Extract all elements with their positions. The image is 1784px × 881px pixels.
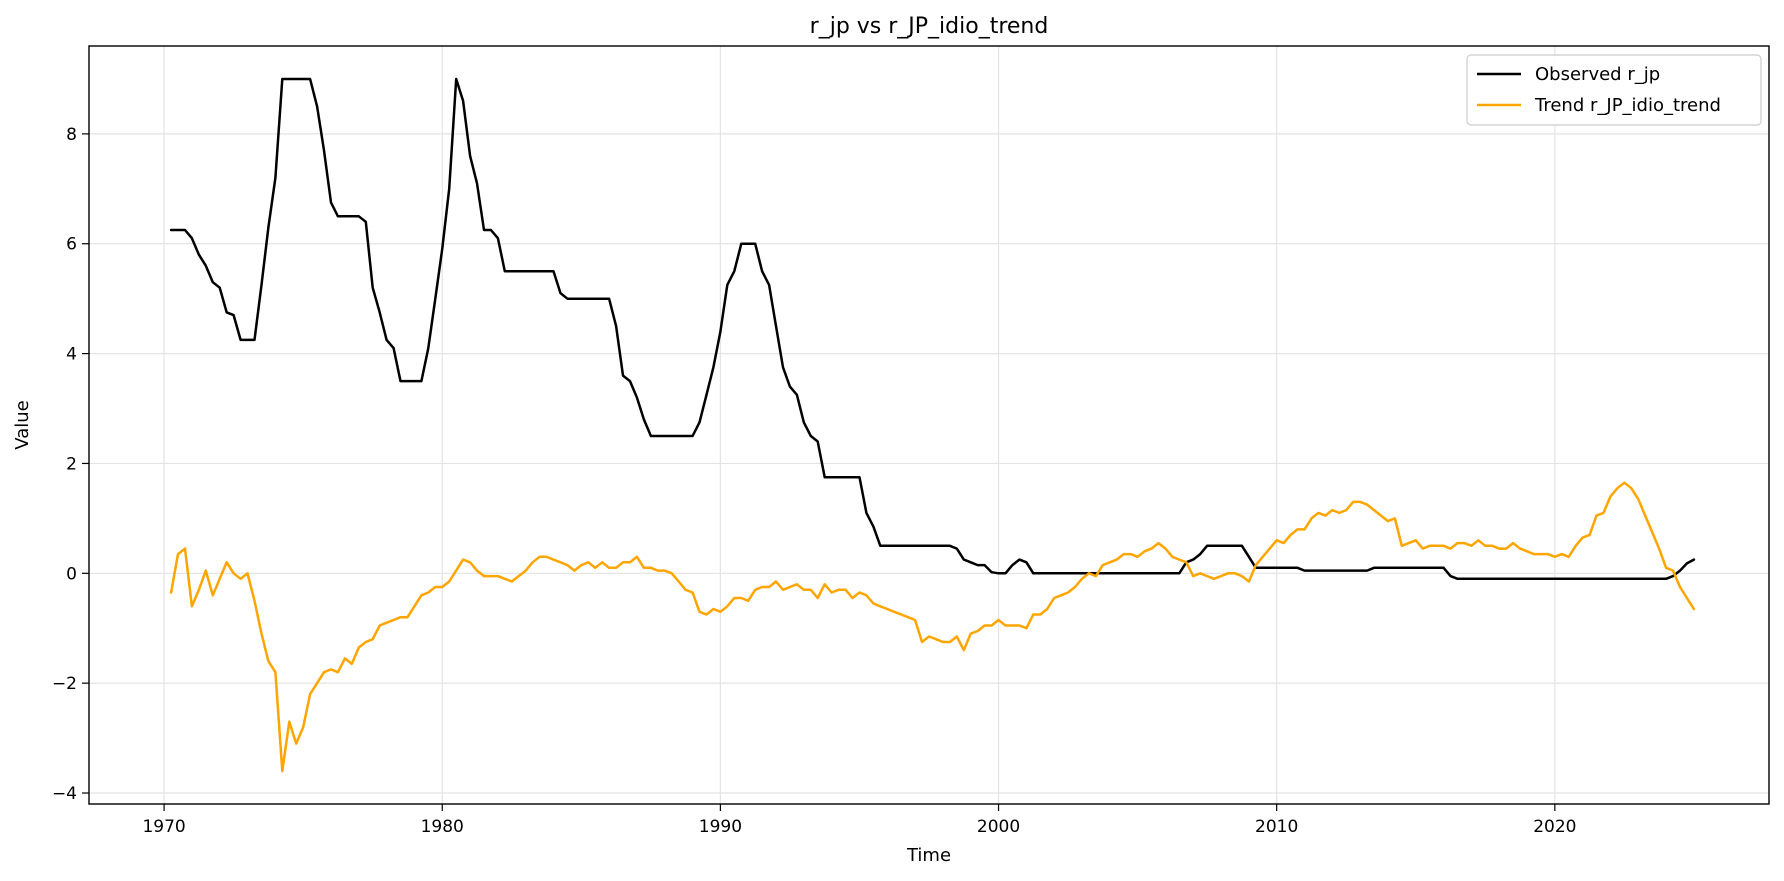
y-tick-label: 4 — [66, 345, 77, 365]
legend-label-trend: Trend r_JP_idio_trend — [1534, 95, 1721, 116]
chart-title: r_jp vs r_JP_idio_trend — [810, 14, 1049, 39]
x-axis-ticks: 1970 1980 1990 2000 2010 2020 — [142, 804, 1576, 837]
y-axis-ticks: −4 −2 0 2 4 6 8 — [52, 125, 89, 804]
y-tick-label: 8 — [66, 125, 77, 145]
legend-label-observed: Observed r_jp — [1535, 64, 1660, 85]
y-tick-label: −2 — [52, 674, 77, 694]
observed-r-jp-line — [169, 77, 1696, 581]
y-axis-label: Value — [12, 400, 33, 449]
legend-box — [1466, 54, 1762, 126]
trend-r-jp-idio-line — [169, 481, 1696, 773]
x-tick-label: 1970 — [142, 817, 185, 837]
series-lines — [169, 77, 1696, 773]
plot-frame — [88, 45, 1770, 805]
x-axis-label: Time — [906, 845, 951, 866]
legend: Observed r_jp Trend r_JP_idio_trend — [1466, 54, 1762, 126]
x-tick-label: 1980 — [421, 817, 464, 837]
y-tick-label: 6 — [66, 235, 77, 255]
x-tick-label: 2020 — [1533, 817, 1576, 837]
x-tick-label: 2000 — [977, 817, 1020, 837]
x-tick-label: 1990 — [699, 817, 742, 837]
y-tick-label: 0 — [66, 564, 77, 584]
x-tick-label: 2010 — [1255, 817, 1298, 837]
y-tick-label: 2 — [66, 454, 77, 474]
y-tick-label: −4 — [52, 784, 77, 804]
